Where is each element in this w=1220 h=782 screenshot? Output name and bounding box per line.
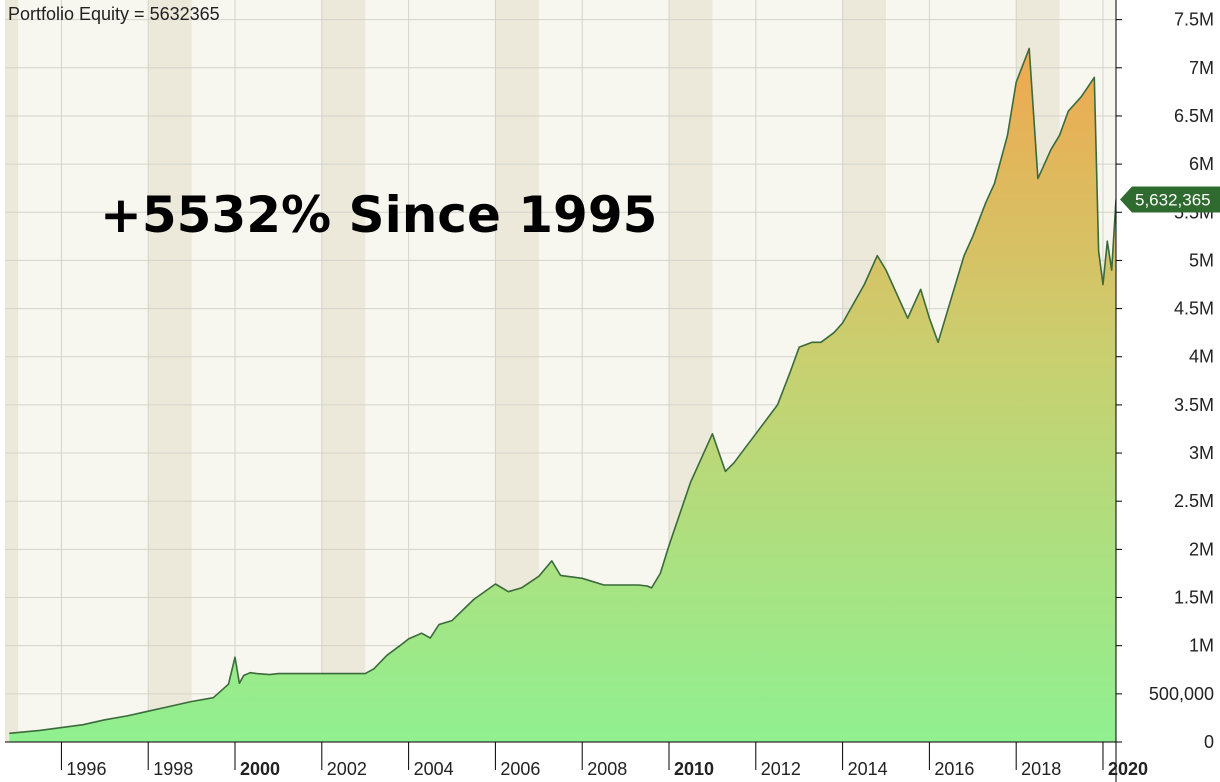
y-axis-ticks: 0500,0001M1.5M2M2.5M3M3.5M4M4.5M5M5.5M6M…	[1116, 10, 1214, 752]
background-band	[148, 0, 192, 742]
x-tick-label: 1996	[66, 759, 106, 779]
y-tick-label: 500,000	[1149, 684, 1214, 704]
x-tick-label: 2002	[327, 759, 367, 779]
performance-annotation: +5532% Since 1995	[100, 186, 657, 244]
chart-axes	[5, 0, 1117, 782]
equity-line	[9, 47, 1116, 735]
x-tick-label: 2020	[1108, 759, 1148, 779]
y-tick-label: 0	[1204, 732, 1214, 752]
y-tick-label: 6.5M	[1174, 106, 1214, 126]
y-tick-label: 7M	[1189, 58, 1214, 78]
background-band	[5, 0, 19, 742]
y-tick-label: 7.5M	[1174, 10, 1214, 30]
last-value-badge	[1120, 186, 1220, 213]
x-tick-label: 2010	[674, 759, 714, 779]
y-tick-label: 4.5M	[1174, 299, 1214, 319]
y-tick-label: 1M	[1189, 636, 1214, 656]
x-tick-label: 2004	[414, 759, 454, 779]
x-tick-label: 2006	[500, 759, 540, 779]
y-tick-label: 5M	[1189, 250, 1214, 270]
background-band	[321, 0, 366, 742]
y-tick-label: 1.5M	[1174, 588, 1214, 608]
x-tick-label: 2018	[1021, 759, 1061, 779]
last-value-marker: 5,632,365	[1120, 186, 1220, 213]
last-value-label: 5,632,365	[1135, 191, 1211, 210]
x-tick-label: 1998	[153, 759, 193, 779]
equity-area	[9, 48, 1116, 742]
x-tick-label: 2014	[848, 759, 888, 779]
y-tick-label: 2M	[1189, 539, 1214, 559]
x-tick-label: 2016	[934, 759, 974, 779]
x-axis-ticks: 1996 1998 2000 2002 2004 2006 2008 2010 2012 2014…	[60, 742, 1148, 779]
y-tick-label: 6M	[1189, 154, 1214, 174]
x-tick-label: 2008	[587, 759, 627, 779]
x-tick-label: 2012	[761, 759, 801, 779]
chart-header-label: Portfolio Equity = 5632365	[8, 4, 220, 24]
y-tick-label: 2.5M	[1174, 491, 1214, 511]
x-tick-label: 2000	[240, 759, 280, 779]
y-tick-label: 3.5M	[1174, 395, 1214, 415]
y-tick-label: 4M	[1189, 347, 1214, 367]
y-tick-label: 3M	[1189, 443, 1214, 463]
